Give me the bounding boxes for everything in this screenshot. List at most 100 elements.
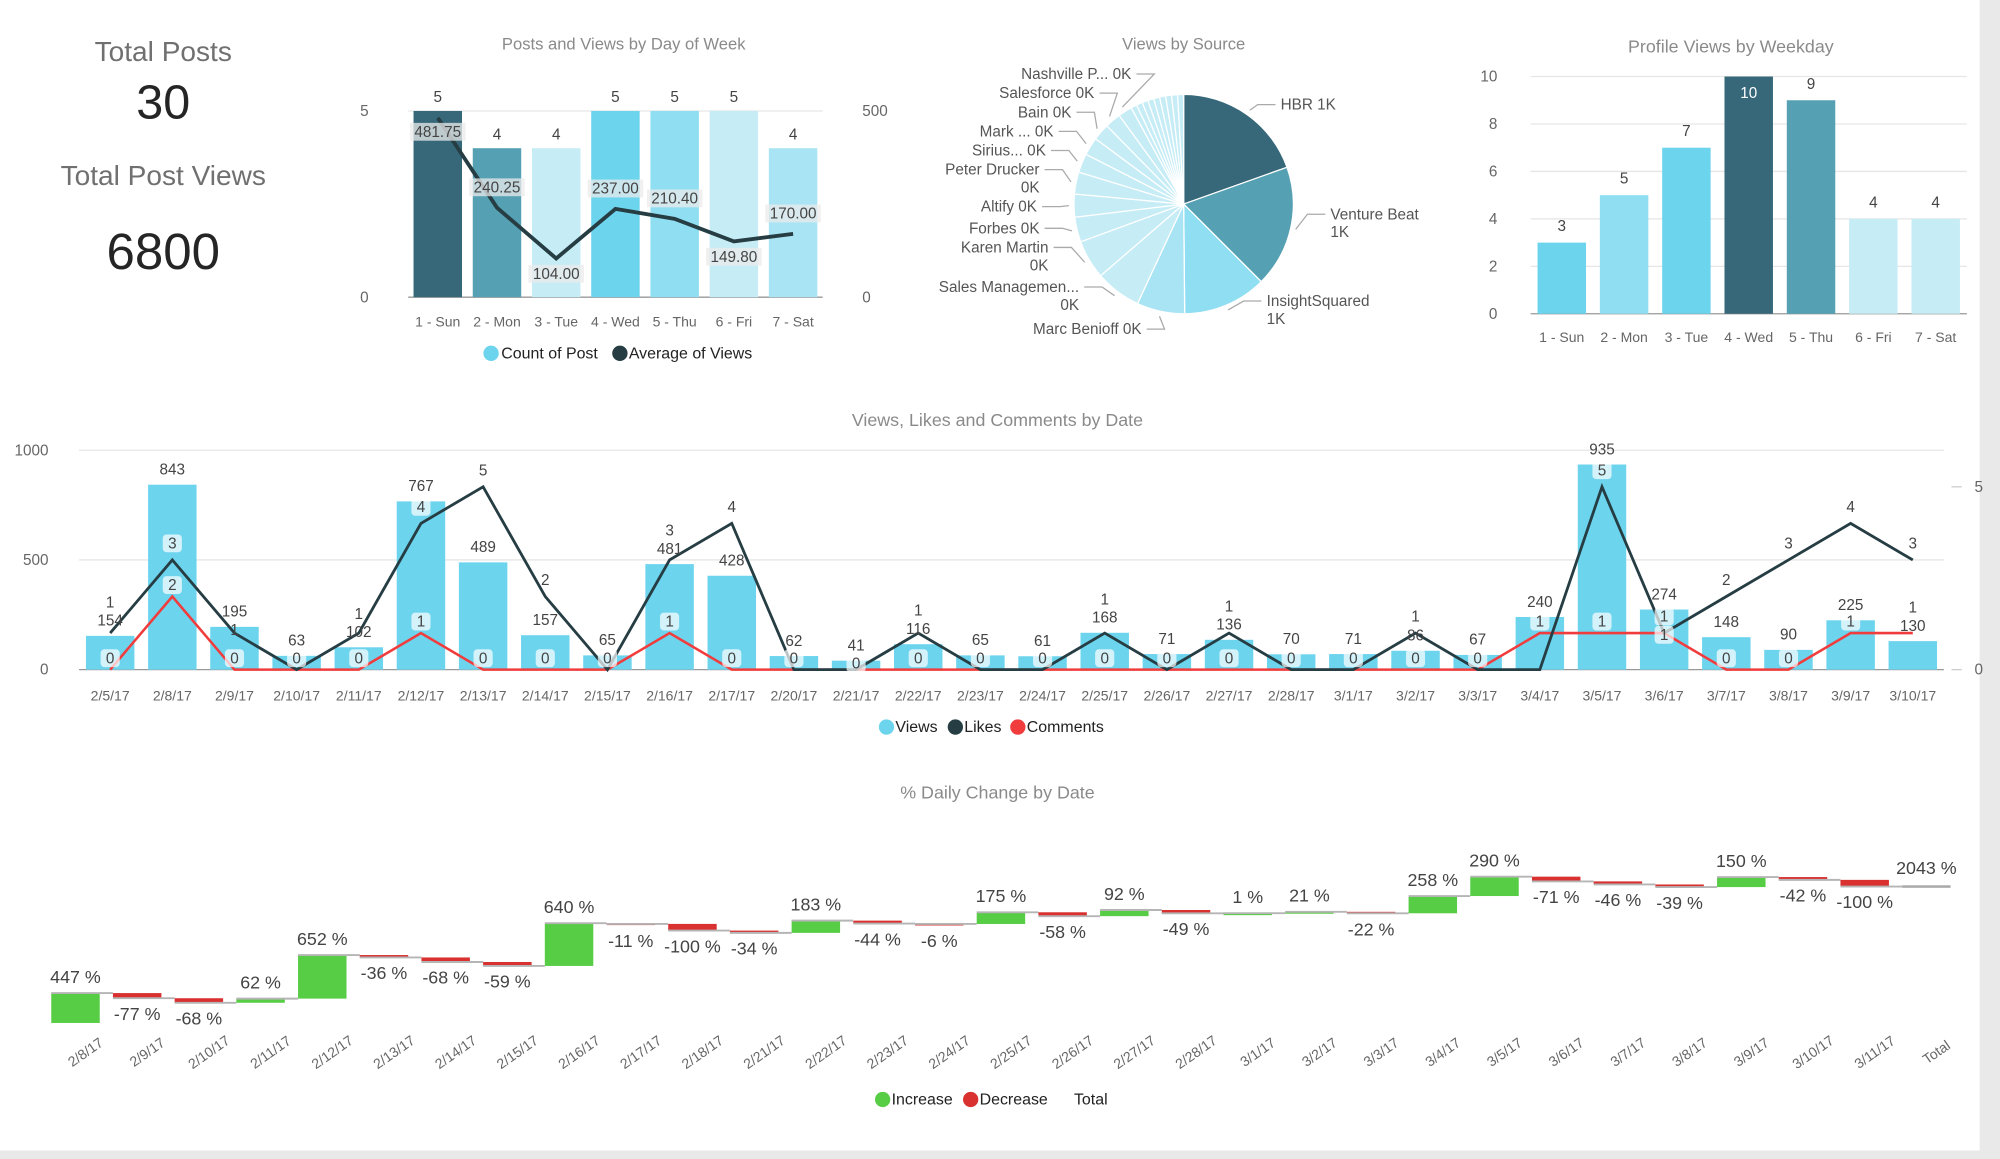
change-label: 21 % <box>1289 886 1330 906</box>
x-tick-label: 3/11/17 <box>1851 1032 1898 1071</box>
likes-label: 2 <box>1722 572 1731 589</box>
bar-profile-views[interactable] <box>1662 147 1711 314</box>
pie-slice[interactable] <box>1183 202 1263 315</box>
change-label: 258 % <box>1408 870 1459 890</box>
decrease-bar[interactable] <box>1038 912 1087 917</box>
decrease-bar[interactable] <box>1531 876 1581 882</box>
comments-label: 1 <box>417 614 426 631</box>
increase-bar[interactable] <box>1100 910 1149 917</box>
comments-label: 0 <box>355 650 364 667</box>
profile-views-by-weekday-chart[interactable]: Profile Views by Weekday 0 2 4 6 8 10 3 1 - Sun… <box>1480 36 1967 345</box>
posts-views-by-day-chart[interactable]: Posts and Views by Day of Week 0 5 0 500 5 1 … <box>360 35 888 363</box>
likes-label: 1 <box>355 606 364 623</box>
bar-value-label: 5 <box>434 89 443 106</box>
total-label: 2043 % <box>1896 858 1957 878</box>
increase-bar[interactable] <box>51 993 100 1023</box>
x-tick-label: 2/25/17 <box>1081 687 1128 703</box>
x-tick-label: 2/23/17 <box>957 687 1004 703</box>
increase-bar[interactable] <box>791 920 841 933</box>
avg-views-label: 237.00 <box>592 181 639 198</box>
pie-slice[interactable] <box>1176 93 1185 205</box>
decrease-bar[interactable] <box>1778 877 1828 880</box>
bar-profile-views[interactable] <box>1911 218 1960 314</box>
increase-bar[interactable] <box>1470 876 1519 897</box>
x-tick-label: 3/5/17 <box>1484 1034 1525 1070</box>
pie-slice[interactable] <box>1183 93 1288 205</box>
likes-label: 1 <box>1660 609 1669 626</box>
likes-label: 1 <box>106 594 115 611</box>
x-tick-label: 3/10/17 <box>1889 687 1936 703</box>
pie-slice[interactable] <box>1182 166 1294 283</box>
comments-label: 0 <box>106 650 115 667</box>
increase-bar[interactable] <box>1223 913 1272 916</box>
increase-bar[interactable] <box>1717 877 1766 888</box>
bar-value-label: 3 <box>1558 218 1567 235</box>
decrease-bar[interactable] <box>483 962 532 966</box>
y-right-tick-label: 5 <box>1974 479 1983 496</box>
total-bar[interactable] <box>1902 885 1951 888</box>
bar-profile-views[interactable] <box>1599 195 1649 314</box>
increase-bar[interactable] <box>298 955 347 999</box>
likes-label-bg <box>1592 461 1612 480</box>
leader-line <box>1044 169 1072 183</box>
increase-bar[interactable] <box>1285 911 1334 914</box>
bar-views[interactable] <box>1888 641 1938 670</box>
increase-bar[interactable] <box>1408 896 1458 914</box>
decrease-bar[interactable] <box>421 957 470 963</box>
chart-title: Views, Likes and Comments by Date <box>852 410 1143 430</box>
x-tick-label: 2/13/17 <box>370 1032 418 1072</box>
decrease-bar[interactable] <box>1655 884 1704 888</box>
comments-label: 0 <box>1784 650 1793 667</box>
bar-profile-views[interactable] <box>1724 76 1773 314</box>
decrease-bar[interactable] <box>1593 881 1643 885</box>
bar-profile-views[interactable] <box>1537 242 1587 314</box>
bar-profile-views[interactable] <box>1849 218 1898 314</box>
bar-count-of-post[interactable] <box>709 110 759 298</box>
legend-dot-views <box>878 719 895 735</box>
avg-views-label: 481.75 <box>414 124 461 141</box>
bar-profile-views[interactable] <box>1786 100 1836 314</box>
decrease-bar[interactable] <box>853 920 902 924</box>
comments-label-bg <box>1468 649 1488 668</box>
change-label: -34 % <box>731 939 778 959</box>
bar-views[interactable] <box>1577 464 1627 670</box>
leader-line <box>1099 92 1119 117</box>
comments-label: 2 <box>168 577 177 594</box>
decrease-bar[interactable] <box>668 923 717 931</box>
comments-label-bg <box>1654 625 1674 644</box>
increase-bar[interactable] <box>544 923 594 966</box>
decrease-bar[interactable] <box>1840 879 1889 887</box>
bar-count-of-post[interactable] <box>591 110 640 298</box>
x-tick-label: 3/7/17 <box>1607 1034 1648 1070</box>
x-tick-label: 2/17/17 <box>617 1032 665 1072</box>
x-tick-label: 2/12/17 <box>398 687 445 703</box>
x-tick-label: 3/9/17 <box>1831 687 1870 703</box>
line-likes <box>109 482 1914 673</box>
x-tick-label: 7 - Sat <box>1915 329 1956 345</box>
x-tick-label: 3 - Tue <box>534 314 578 330</box>
x-tick-label: 3/2/17 <box>1299 1034 1340 1070</box>
decrease-bar[interactable] <box>174 998 224 1003</box>
decrease-bar[interactable] <box>1161 910 1211 914</box>
comments-label-bg <box>1778 649 1799 668</box>
daily-change-waterfall-chart[interactable]: % Daily Change by Date 447 % 2/8/17 -77 % 2… <box>50 782 1957 1108</box>
decrease-bar[interactable] <box>112 993 162 999</box>
avg-label-bg <box>646 189 703 208</box>
y-tick-label: 6 <box>1489 164 1498 181</box>
comments-label-bg <box>597 649 618 668</box>
comments-label-bg <box>1157 649 1177 668</box>
views-likes-comments-by-date-chart[interactable]: Views, Likes and Comments by Date 050010… <box>14 410 1983 736</box>
views-label: 63 <box>288 633 305 650</box>
bar-count-of-post[interactable] <box>768 148 818 298</box>
increase-bar[interactable] <box>976 912 1026 924</box>
x-tick-label: 2/18/17 <box>679 1032 727 1072</box>
increase-bar[interactable] <box>236 998 285 1003</box>
x-tick-label: 2/8/17 <box>153 687 192 703</box>
views-label: 274 <box>1651 586 1677 603</box>
decrease-bar[interactable] <box>729 930 779 933</box>
decrease-bar[interactable] <box>359 955 409 958</box>
x-tick-label: 2/26/17 <box>1143 687 1190 703</box>
x-tick-label: 1 - Sun <box>1539 329 1584 345</box>
comments-label-bg <box>1281 649 1301 668</box>
